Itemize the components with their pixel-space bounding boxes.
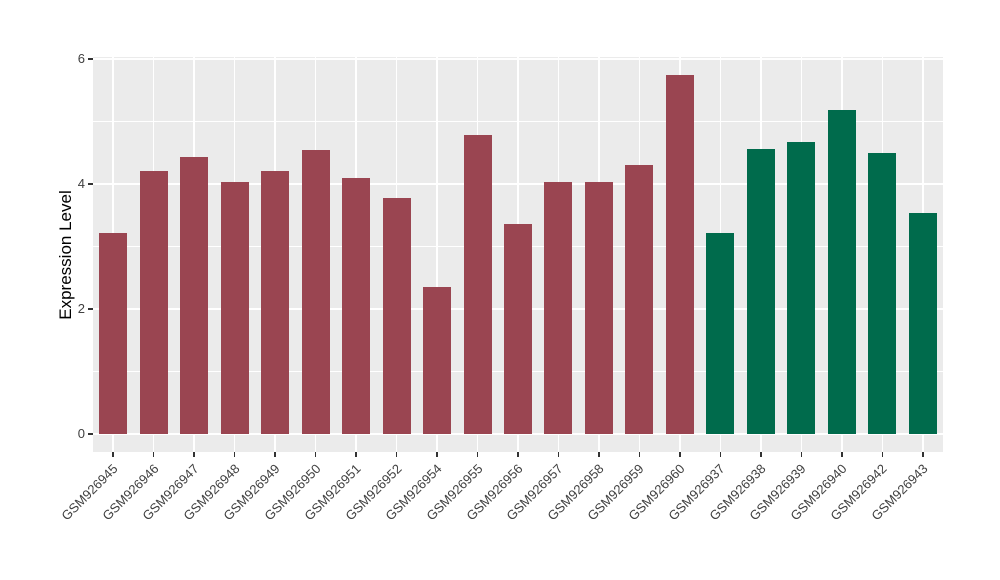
x-tick-mark	[638, 452, 641, 457]
bar-GSM926960	[665, 74, 694, 434]
bar-GSM926938	[746, 149, 775, 434]
bar-GSM926954	[423, 286, 452, 434]
bar-GSM926940	[827, 110, 856, 434]
x-tick-mark	[881, 452, 884, 457]
x-tick-mark	[517, 452, 519, 457]
x-tick-mark	[233, 452, 236, 457]
bar-GSM926943	[908, 213, 937, 434]
x-tick-mark	[598, 452, 600, 457]
bar-GSM926959	[625, 165, 654, 434]
plot-panel	[93, 57, 943, 452]
y-tick-label: 4	[77, 176, 85, 191]
y-tick-mark	[88, 308, 93, 310]
bar-GSM926950	[301, 150, 330, 434]
x-tick-mark	[274, 452, 276, 457]
bar-GSM926952	[382, 198, 411, 434]
y-tick-label: 0	[77, 426, 85, 441]
bar-GSM926948	[220, 182, 249, 434]
x-tick-mark	[841, 452, 843, 457]
bar-GSM926957	[544, 182, 573, 434]
bar-GSM926937	[706, 232, 735, 434]
y-tick-mark	[88, 433, 93, 435]
gridline-minor	[93, 121, 943, 122]
gridline-major	[93, 58, 943, 60]
gridline-major	[93, 433, 943, 435]
bar-GSM926955	[463, 135, 492, 434]
y-tick-mark	[88, 183, 93, 185]
x-tick-mark	[314, 452, 317, 457]
bar-GSM926942	[868, 152, 897, 434]
bar-GSM926956	[504, 224, 532, 434]
bar-GSM926946	[139, 170, 168, 434]
x-tick-mark	[355, 452, 357, 457]
bar-GSM926945	[99, 232, 128, 434]
gridline-vertical	[436, 57, 438, 452]
gridline-major	[93, 183, 943, 185]
bar-GSM926951	[342, 177, 371, 434]
bar-GSM926958	[584, 182, 613, 434]
y-tick-mark	[88, 58, 93, 60]
x-tick-mark	[193, 452, 195, 457]
x-tick-mark	[679, 452, 681, 457]
x-tick-mark	[800, 452, 803, 457]
bar-GSM926949	[261, 170, 290, 434]
y-tick-label: 2	[77, 301, 85, 316]
x-tick-mark	[557, 452, 560, 457]
x-tick-mark	[395, 452, 398, 457]
y-tick-label: 6	[77, 51, 85, 66]
x-tick-mark	[476, 452, 479, 457]
bar-GSM926947	[180, 156, 209, 434]
x-tick-mark	[760, 452, 762, 457]
x-tick-mark	[719, 452, 722, 457]
bar-GSM926939	[787, 142, 816, 434]
x-tick-mark	[152, 452, 155, 457]
x-tick-mark	[436, 452, 438, 457]
x-tick-mark	[922, 452, 924, 457]
x-tick-mark	[112, 452, 114, 457]
